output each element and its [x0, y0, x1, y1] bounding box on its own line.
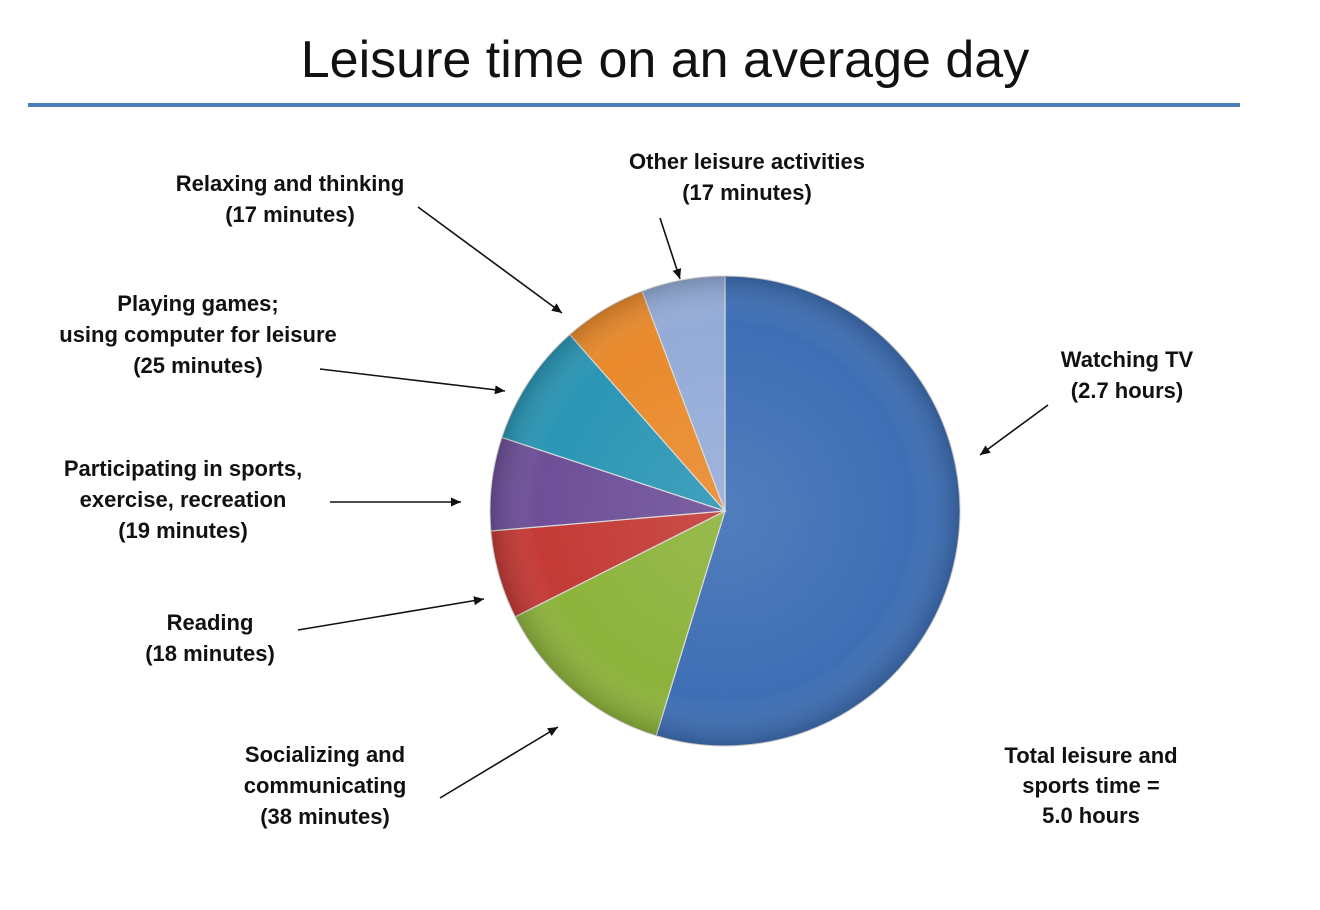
title-divider — [28, 103, 1240, 107]
label-arrow-head — [473, 596, 484, 606]
total-note: Total leisure and sports time = 5.0 hours — [1004, 743, 1177, 828]
slice-label: Playing games; using computer for leisure… — [59, 291, 337, 378]
slice-label-line: Relaxing and thinking — [176, 171, 405, 196]
slice-label-line: (25 minutes) — [133, 353, 263, 378]
slice-label-line: Playing games; — [117, 291, 278, 316]
label-arrow-head — [547, 727, 558, 736]
total-note-line: Total leisure and — [1004, 743, 1177, 768]
slice-label-line: (2.7 hours) — [1071, 378, 1183, 403]
label-arrow-head — [672, 268, 682, 279]
slice-label-line: communicating — [244, 773, 407, 798]
slice-label-line: using computer for leisure — [59, 322, 337, 347]
slice-label-line: exercise, recreation — [80, 487, 287, 512]
total-leisure-note: Total leisure and sports time = 5.0 hours — [1004, 743, 1177, 828]
label-arrow-line — [319, 368, 506, 392]
label-arrow-head — [494, 385, 505, 395]
slice-label-line: Watching TV — [1061, 347, 1194, 372]
label-arrow-line — [297, 598, 485, 631]
slice-label-line: (18 minutes) — [145, 641, 275, 666]
total-note-line: sports time = — [1022, 773, 1160, 798]
slice-label-line: (19 minutes) — [118, 518, 248, 543]
slice-label-line: Socializing and — [245, 742, 405, 767]
slice-label: Socializing and communicating (38 minutes) — [244, 742, 407, 829]
slice-label-line: (17 minutes) — [682, 180, 812, 205]
label-arrow-head — [451, 497, 461, 507]
slice-labels: Watching TV (2.7 hours) Socializing and com… — [59, 149, 1193, 829]
slice-label: Relaxing and thinking (17 minutes) — [176, 171, 405, 227]
slice-label: Participating in sports, exercise, recrea… — [64, 456, 302, 543]
total-note-line: 5.0 hours — [1042, 803, 1140, 828]
label-arrows — [297, 206, 1049, 799]
slice-label-line: Participating in sports, — [64, 456, 302, 481]
label-arrow-head — [980, 445, 991, 455]
pie-slices — [489, 275, 961, 747]
label-arrow-line — [659, 217, 681, 280]
slice-label: Watching TV (2.7 hours) — [1061, 347, 1194, 403]
chart-title: Leisure time on an average day — [300, 31, 1030, 89]
slice-label-line: Reading — [167, 610, 254, 635]
slice-label: Other leisure activities (17 minutes) — [629, 149, 865, 205]
slice-label-line: (17 minutes) — [225, 202, 355, 227]
slice-label-line: Other leisure activities — [629, 149, 865, 174]
slice-label: Reading (18 minutes) — [145, 610, 275, 666]
label-arrow-line — [439, 726, 559, 799]
label-arrow-head — [551, 303, 562, 313]
slice-label-line: (38 minutes) — [260, 804, 390, 829]
label-arrow-line — [979, 404, 1049, 456]
label-arrow-line — [417, 206, 563, 314]
